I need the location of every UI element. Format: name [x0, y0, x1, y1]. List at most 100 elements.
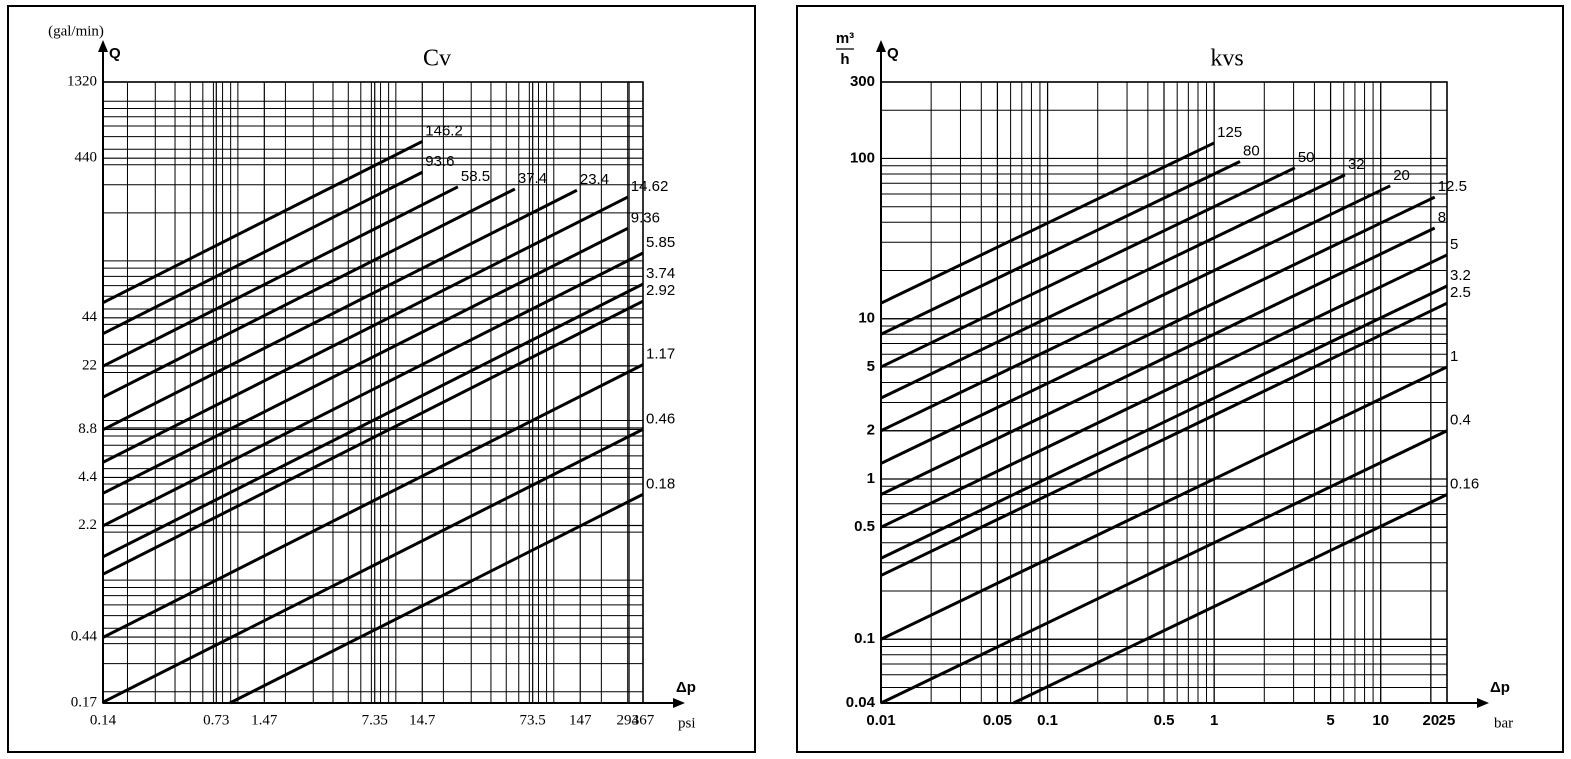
flow-line [102, 427, 644, 704]
line-label: 0.4 [1450, 412, 1471, 429]
x-tick-label: 7.35 [362, 712, 388, 728]
line-label: 0.16 [1450, 475, 1479, 492]
line-label: 14.62 [631, 178, 669, 195]
line-label: 93.6 [425, 153, 454, 170]
flow-line [880, 195, 1436, 465]
x-axis-arrow [673, 698, 685, 708]
chart-title: kvs [1210, 46, 1243, 72]
line-label: 50 [1298, 149, 1315, 166]
y-tick-label: 10 [858, 310, 875, 327]
flow-line [880, 365, 1448, 641]
line-label: 0.18 [646, 475, 675, 492]
line-label: 146.2 [425, 122, 463, 139]
line-label: 1 [1450, 348, 1458, 365]
flow-line [880, 253, 1448, 529]
x-tick-label: 25 [1439, 712, 1456, 729]
x-tick-label: 367 [632, 712, 655, 728]
flow-line [880, 226, 1436, 496]
panel-border [7, 5, 756, 753]
flow-line [102, 187, 516, 399]
y-tick-label: 4.4 [78, 469, 97, 485]
line-label: 32 [1348, 156, 1365, 173]
line-label: 9.36 [631, 209, 660, 226]
flow-line [102, 140, 423, 305]
x-tick-label: 1.47 [251, 712, 278, 728]
y-tick-label: 8.8 [78, 421, 97, 437]
flow-line [102, 299, 644, 576]
flow-line [102, 363, 644, 639]
line-label: 80 [1243, 142, 1260, 159]
line-label: 5 [1450, 236, 1458, 253]
x-axis-label: Δp [676, 679, 696, 696]
y-tick-label: 0.17 [71, 694, 98, 710]
panel-border [796, 5, 1564, 753]
flow-line [102, 188, 578, 432]
x-tick-label: 73.5 [520, 712, 546, 728]
x-axis-label: Δp [1490, 679, 1510, 696]
x-tick-label: 5 [1326, 712, 1334, 729]
y-tick-label: 1320 [67, 73, 97, 89]
x-tick-label: 0.14 [90, 712, 117, 728]
line-label: 8 [1438, 209, 1446, 226]
y-tick-label: 1 [867, 470, 875, 487]
y-tick-label: 44 [82, 309, 98, 325]
x-tick-label: 20 [1423, 712, 1440, 729]
line-label: 23.4 [580, 171, 609, 188]
y-tick-label: 5 [867, 358, 875, 375]
line-label: 12.5 [1438, 178, 1467, 195]
x-tick-label: 0.73 [203, 712, 229, 728]
y-tick-label: 440 [75, 150, 98, 166]
y-tick-label: 0.1 [854, 630, 875, 647]
line-label: 125 [1217, 124, 1242, 141]
y-axis-unit: (gal/min) [48, 23, 104, 39]
x-axis-unit: bar [1494, 715, 1513, 731]
y-tick-label: 100 [850, 149, 875, 166]
x-axis-arrow [1477, 698, 1489, 708]
x-tick-label: 14.7 [409, 712, 436, 728]
flow-line [102, 195, 629, 464]
y-axis-unit: h [840, 51, 849, 68]
y-tick-label: 0.5 [854, 518, 875, 535]
flow-line [229, 492, 644, 705]
line-label: 2.5 [1450, 284, 1471, 301]
x-tick-label: 294 [617, 712, 640, 728]
line-label: 3.74 [646, 265, 675, 282]
flow-line [880, 173, 1346, 400]
y-tick-label: 2.2 [78, 517, 97, 533]
flow-line [880, 141, 1215, 305]
flow-line [880, 184, 1391, 433]
plot-frame [102, 81, 644, 704]
flow-line [880, 429, 1448, 705]
y-tick-label: 300 [850, 73, 875, 90]
line-label: 2.92 [646, 282, 675, 299]
y-axis-unit: m³ [836, 30, 854, 47]
line-label: 37.4 [518, 170, 547, 187]
x-tick-label: 147 [569, 712, 592, 728]
x-tick-label: 0.05 [983, 712, 1012, 729]
y-axis-arrow [98, 40, 108, 52]
flow-line [102, 226, 629, 495]
line-label: 1.17 [646, 346, 675, 363]
flow-line [102, 170, 423, 336]
x-axis-unit: psi [678, 715, 696, 731]
flow-line [880, 284, 1448, 560]
chart-title: Cv [423, 46, 451, 72]
x-tick-label: 0.5 [1154, 712, 1175, 729]
flow-line [880, 160, 1241, 336]
y-axis-label: Q [887, 45, 899, 62]
y-tick-label: 0.04 [846, 694, 876, 711]
line-label: 3.2 [1450, 267, 1471, 284]
line-label: 0.46 [646, 410, 675, 427]
y-axis-label: Q [109, 45, 121, 62]
line-label: 5.85 [646, 234, 675, 251]
y-tick-label: 22 [82, 357, 97, 373]
x-tick-label: 1 [1210, 712, 1218, 729]
y-tick-label: 0.44 [71, 629, 98, 645]
flow-line [1012, 493, 1448, 705]
line-label: 20 [1393, 167, 1410, 184]
flow-line [102, 282, 644, 559]
line-label: 58.5 [461, 168, 490, 185]
flow-line [102, 185, 459, 368]
